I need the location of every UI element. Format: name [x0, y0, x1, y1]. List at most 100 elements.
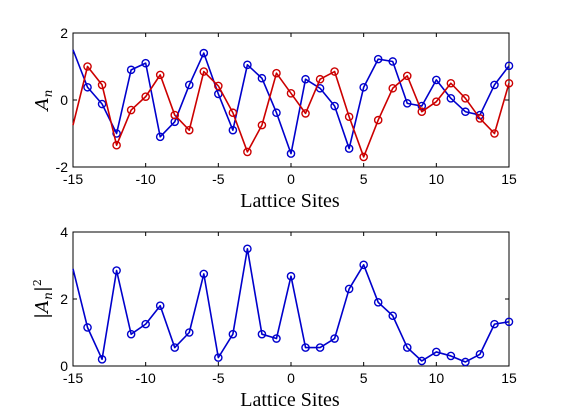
- data-point: [286, 271, 296, 281]
- data-point: [97, 354, 107, 364]
- data-point: [126, 65, 136, 75]
- data-point: [199, 67, 209, 76]
- data-point: [504, 78, 514, 88]
- data-point: [272, 108, 281, 118]
- data-point: [388, 83, 398, 93]
- data-point: [184, 80, 194, 90]
- data-point: [199, 48, 209, 58]
- data-point: [359, 260, 368, 270]
- data-point: [475, 114, 485, 123]
- data-point: [112, 140, 121, 150]
- data-point: [330, 67, 339, 76]
- x-tick-label: 10: [429, 370, 445, 386]
- data-point: [141, 58, 150, 68]
- x-tick-label: 5: [360, 171, 368, 187]
- x-tick-label: 0: [287, 370, 295, 386]
- data-point: [315, 74, 325, 84]
- x-tick-label: -15: [63, 171, 83, 187]
- data-point: [344, 112, 354, 122]
- data-point: [330, 334, 339, 343]
- data-point: [344, 284, 354, 294]
- x-tick-label: 15: [501, 370, 517, 386]
- series-top: [72, 48, 514, 162]
- data-point: [257, 73, 267, 83]
- data-point: [417, 107, 427, 117]
- data-point: [155, 301, 165, 311]
- data-point: [373, 115, 383, 125]
- data-point: [461, 94, 470, 103]
- data-point: [141, 319, 150, 329]
- data-point: [170, 343, 180, 352]
- x-tick-label: -5: [212, 171, 225, 187]
- data-point: [214, 81, 223, 91]
- data-point: [402, 99, 412, 108]
- data-point: [228, 125, 238, 135]
- plot-intensity: -15 -10 -5 0 5 10 15 0 2 4 Lattice Sites |An|2: [31, 224, 517, 411]
- data-point: [126, 105, 136, 115]
- data-point: [141, 92, 150, 101]
- ticks-bottom: -15 -10 -5 0 5 10 15 0 2 4: [60, 224, 517, 386]
- data-point: [243, 60, 252, 70]
- x-tick-label: -15: [63, 370, 83, 386]
- data-point: [257, 329, 267, 339]
- data-point: [83, 62, 92, 71]
- data-point: [461, 357, 470, 367]
- data-point: [83, 323, 92, 332]
- x-tick-label: -10: [136, 370, 156, 386]
- data-point: [83, 82, 92, 92]
- data-point: [301, 109, 310, 118]
- data-point: [155, 70, 165, 80]
- y-tick-label: -2: [56, 159, 69, 175]
- data-point: [243, 147, 252, 157]
- series-line: [72, 49, 510, 155]
- data-point: [228, 329, 238, 339]
- data-point: [184, 328, 194, 337]
- data-point: [272, 334, 281, 343]
- data-point: [184, 125, 194, 135]
- data-point: [286, 149, 296, 158]
- x-tick-label: -10: [136, 171, 156, 187]
- data-point: [301, 343, 310, 352]
- data-point: [199, 269, 209, 279]
- data-point: [359, 82, 368, 92]
- data-point: [272, 68, 281, 78]
- plot-amplitude: -15 -10 -5 0 5 10 15 -2 0 2 Lattice Sites An: [32, 25, 517, 212]
- y-tick-label: 2: [60, 291, 68, 307]
- data-point: [490, 80, 499, 90]
- data-point: [97, 99, 107, 109]
- x-tick-label: 5: [360, 370, 368, 386]
- data-point: [257, 120, 267, 130]
- data-point: [475, 349, 485, 359]
- data-point: [417, 356, 427, 366]
- y-tick-label: 2: [60, 25, 68, 41]
- data-point: [490, 129, 499, 138]
- data-point: [432, 97, 441, 106]
- y-tick-label: 0: [60, 358, 68, 374]
- data-point: [373, 298, 383, 307]
- data-point: [446, 351, 456, 361]
- data-point: [504, 61, 514, 71]
- data-point: [315, 343, 325, 352]
- data-point: [286, 89, 296, 98]
- y-tick-label: 0: [60, 92, 68, 108]
- axes-box-top: [72, 32, 510, 168]
- data-point: [330, 101, 339, 111]
- data-point: [432, 75, 441, 85]
- axes-box-bottom: [72, 231, 510, 367]
- data-point: [344, 144, 354, 153]
- ticks-top: -15 -10 -5 0 5 10 15 -2 0 2: [56, 25, 517, 187]
- data-point: [170, 110, 180, 120]
- data-point: [402, 71, 412, 81]
- x-tick-label: -5: [212, 370, 225, 386]
- data-point: [432, 347, 441, 357]
- data-point: [388, 311, 398, 321]
- data-point: [388, 57, 398, 66]
- x-axis-label-bottom: Lattice Sites: [240, 389, 340, 411]
- data-point: [373, 54, 383, 64]
- data-point: [504, 317, 514, 327]
- x-axis-label-top: Lattice Sites: [240, 190, 340, 212]
- data-point: [359, 152, 368, 162]
- data-point: [402, 343, 412, 352]
- y-axis-label-bottom: |An|2: [31, 279, 55, 319]
- data-point: [112, 266, 121, 275]
